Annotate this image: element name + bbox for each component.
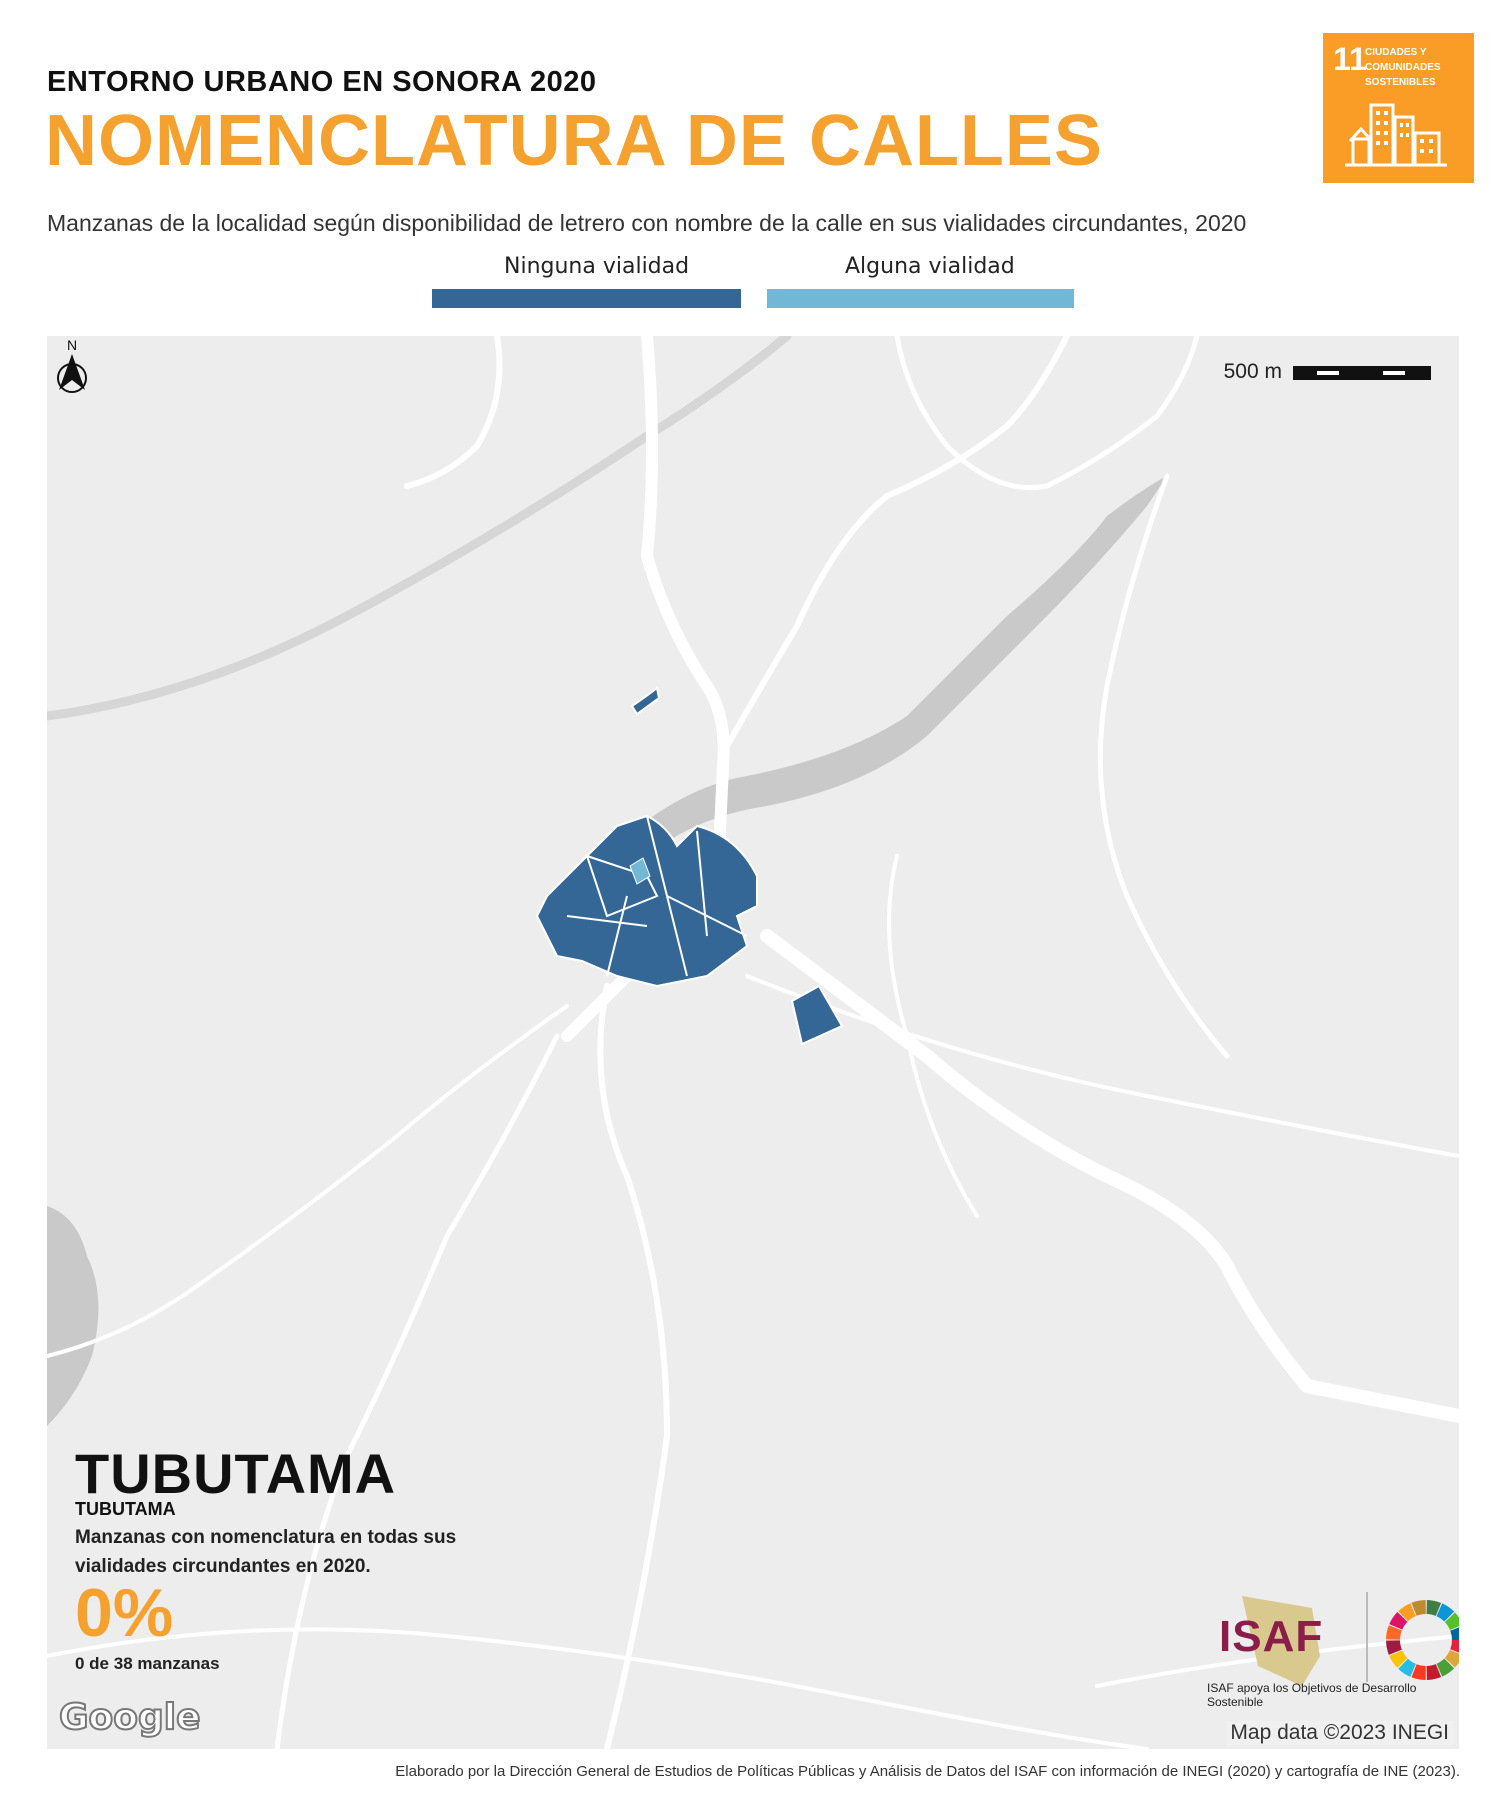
- legend-label-alguna: Alguna vialidad: [845, 254, 1015, 279]
- block-alguna-vialidad: [629, 857, 651, 885]
- map-canvas[interactable]: 500 m N TUBUTAMA TUBUTAMA Manzanas con n…: [47, 336, 1459, 1749]
- block-southeast-isolated: [790, 984, 844, 1046]
- page-title: NOMENCLATURA DE CALLES: [45, 101, 1103, 181]
- lake: [47, 1206, 99, 1426]
- isaf-logo: ISAF: [1162, 1586, 1459, 1696]
- basemap: [47, 336, 1459, 1749]
- city-blocks: [535, 686, 844, 1046]
- scale-label: 500 m: [1223, 360, 1282, 383]
- municipality-name: TUBUTAMA: [75, 1499, 176, 1519]
- block-north-isolated: [630, 686, 661, 716]
- google-logo: Google: [58, 1696, 202, 1739]
- footer-credit: Elaborado por la Dirección General de Es…: [395, 1763, 1460, 1780]
- isaf-tagline: ISAF apoya los Objetivos de Desarrollo S…: [1207, 1681, 1417, 1709]
- map-description: Manzanas de la localidad según disponibi…: [47, 210, 1247, 236]
- sdg-wheel-icon: [1386, 1600, 1459, 1680]
- river: [627, 476, 1167, 856]
- percentage-value: 0%: [75, 1575, 174, 1651]
- scale-bar: [1293, 366, 1431, 380]
- main-road-southeast: [760, 929, 1459, 1423]
- north-label: N: [67, 337, 77, 353]
- sonora-map-icon: [1242, 1596, 1320, 1686]
- locality-description: Manzanas con nomenclatura en todas sus v…: [75, 1527, 457, 1577]
- legend-label-ninguna: Ninguna vialidad: [504, 254, 690, 279]
- locality-name: TUBUTAMA: [75, 1442, 397, 1505]
- map-attribution[interactable]: Map data ©2023 INEGI: [1226, 1721, 1453, 1745]
- isaf-wordmark: ISAF: [1219, 1612, 1324, 1661]
- legend-swatch-alguna: [767, 289, 1074, 308]
- sdg-label: CIUDADES Y COMUNIDADES SOSTENIBLES: [1365, 47, 1441, 88]
- report-subtitle: ENTORNO URBANO EN SONORA 2020: [47, 66, 597, 98]
- block-count: 0 de 38 manzanas: [75, 1654, 220, 1673]
- legend-swatch-ninguna: [432, 289, 741, 308]
- highway-diagonal: [47, 336, 792, 721]
- city-buildings-icon: [1345, 103, 1447, 167]
- logo-divider: [1366, 1592, 1368, 1682]
- sdg-number: 11: [1333, 41, 1367, 77]
- north-arrow-icon: N: [57, 337, 87, 393]
- sdg-11-badge: 11 CIUDADES Y COMUNIDADES SOSTENIBLES: [1323, 33, 1474, 183]
